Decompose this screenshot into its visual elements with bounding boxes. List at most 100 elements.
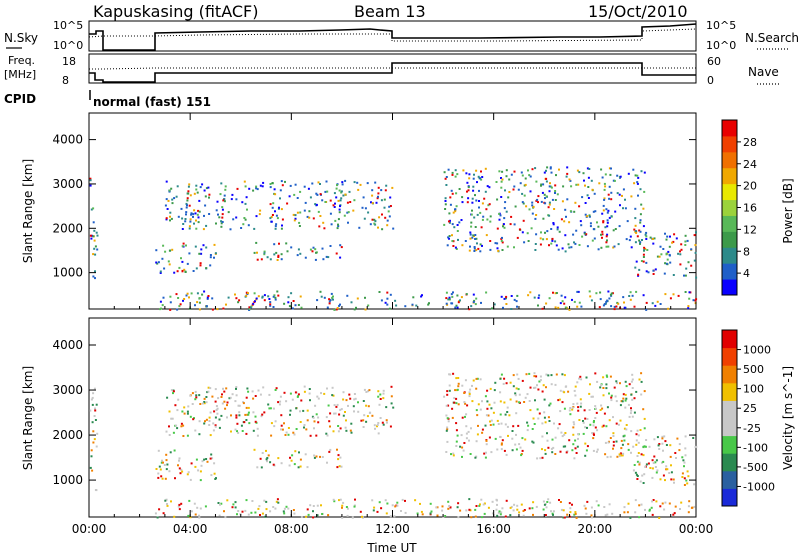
- echo-pixel: [254, 395, 257, 397]
- echo-pixel: [374, 181, 377, 184]
- echo-pixel: [281, 224, 283, 227]
- echo-pixel: [647, 271, 650, 274]
- echo-pixel: [430, 510, 433, 513]
- echo-pixel: [277, 256, 280, 258]
- echo-pixel: [527, 294, 530, 297]
- echo-pixel: [457, 377, 460, 379]
- echo-pixel: [91, 421, 94, 424]
- echo-pixel: [591, 188, 594, 191]
- echo-pixel: [470, 427, 472, 430]
- echo-pixel: [475, 169, 478, 172]
- echo-pixel: [236, 187, 239, 190]
- echo-pixel: [631, 398, 634, 401]
- echo-pixel: [189, 394, 192, 397]
- echo-pixel: [445, 302, 448, 305]
- echo-pixel: [474, 508, 477, 511]
- echo-pixel: [223, 510, 225, 513]
- echo-pixel: [628, 239, 631, 242]
- echo-pixel: [589, 222, 592, 225]
- echo-pixel: [362, 400, 365, 402]
- echo-pixel: [368, 411, 371, 414]
- echo-pixel: [277, 254, 280, 257]
- echo-pixel: [323, 392, 326, 395]
- echo-pixel: [223, 200, 226, 203]
- echo-pixel: [299, 190, 302, 193]
- echo-pixel: [576, 445, 579, 448]
- echo-pixel: [92, 441, 95, 444]
- echo-pixel: [231, 506, 234, 509]
- echo-pixel: [279, 189, 282, 192]
- echo-pixel: [550, 242, 553, 245]
- echo-pixel: [376, 425, 378, 428]
- echo-pixel: [564, 250, 567, 253]
- freq-right-label: Nave: [748, 65, 779, 79]
- echo-pixel: [505, 169, 508, 172]
- echo-pixel: [534, 249, 537, 251]
- echo-pixel: [516, 294, 519, 297]
- echo-pixel: [342, 194, 345, 197]
- echo-pixel: [90, 449, 93, 452]
- echo-pixel: [172, 390, 175, 393]
- echo-pixel: [645, 439, 648, 441]
- echo-pixel: [521, 449, 524, 452]
- echo-pixel: [367, 405, 370, 408]
- echo-pixel: [252, 189, 255, 192]
- echo-pixel: [543, 411, 546, 414]
- echo-pixel: [188, 227, 191, 230]
- echo-pixel: [558, 168, 560, 171]
- echo-pixel: [266, 256, 269, 259]
- echo-pixel: [314, 203, 317, 206]
- echo-pixel: [659, 303, 662, 305]
- echo-pixel: [185, 206, 188, 209]
- echo-pixel: [471, 201, 474, 204]
- echo-pixel: [550, 510, 552, 513]
- echo-pixel: [613, 386, 616, 389]
- echo-pixel: [280, 227, 283, 230]
- echo-pixel: [314, 258, 317, 261]
- echo-pixel: [455, 397, 458, 400]
- echo-pixel: [94, 270, 96, 273]
- power-y-label: Slant Range [km]: [21, 159, 35, 263]
- echo-pixel: [517, 377, 520, 380]
- echo-pixel: [297, 466, 300, 469]
- echo-pixel: [181, 470, 184, 473]
- echo-pixel: [443, 395, 446, 398]
- echo-pixel: [610, 396, 613, 399]
- echo-pixel: [484, 456, 487, 459]
- echo-pixel: [481, 516, 483, 519]
- echo-pixel: [341, 504, 344, 507]
- echo-pixel: [382, 397, 385, 400]
- echo-pixel: [336, 307, 339, 310]
- echo-pixel: [272, 295, 275, 298]
- echo-pixel: [545, 506, 548, 509]
- echo-pixel: [693, 234, 696, 237]
- echo-pixel: [280, 428, 282, 431]
- echo-pixel: [390, 395, 393, 398]
- echo-pixel: [352, 209, 355, 212]
- echo-pixel: [195, 396, 198, 399]
- colorbar-segment: [722, 488, 737, 507]
- echo-pixel: [589, 295, 592, 298]
- echo-pixel: [557, 427, 560, 430]
- echo-pixel: [473, 216, 476, 219]
- echo-pixel: [500, 373, 503, 376]
- echo-pixel: [291, 398, 294, 401]
- echo-pixel: [172, 392, 174, 395]
- echo-pixel: [536, 198, 539, 201]
- echo-pixel: [269, 304, 272, 307]
- echo-pixel: [665, 465, 668, 468]
- echo-pixel: [505, 303, 508, 305]
- echo-pixel: [456, 506, 459, 509]
- echo-pixel: [168, 249, 171, 252]
- echo-pixel: [634, 499, 637, 502]
- echo-pixel: [196, 191, 199, 194]
- echo-pixel: [165, 453, 168, 456]
- echo-pixel: [687, 305, 690, 308]
- echo-pixel: [300, 516, 303, 518]
- echo-pixel: [612, 229, 615, 232]
- echo-pixel: [513, 170, 516, 173]
- echo-pixel: [199, 262, 202, 265]
- echo-pixel: [325, 416, 328, 419]
- echo-pixel: [254, 420, 257, 423]
